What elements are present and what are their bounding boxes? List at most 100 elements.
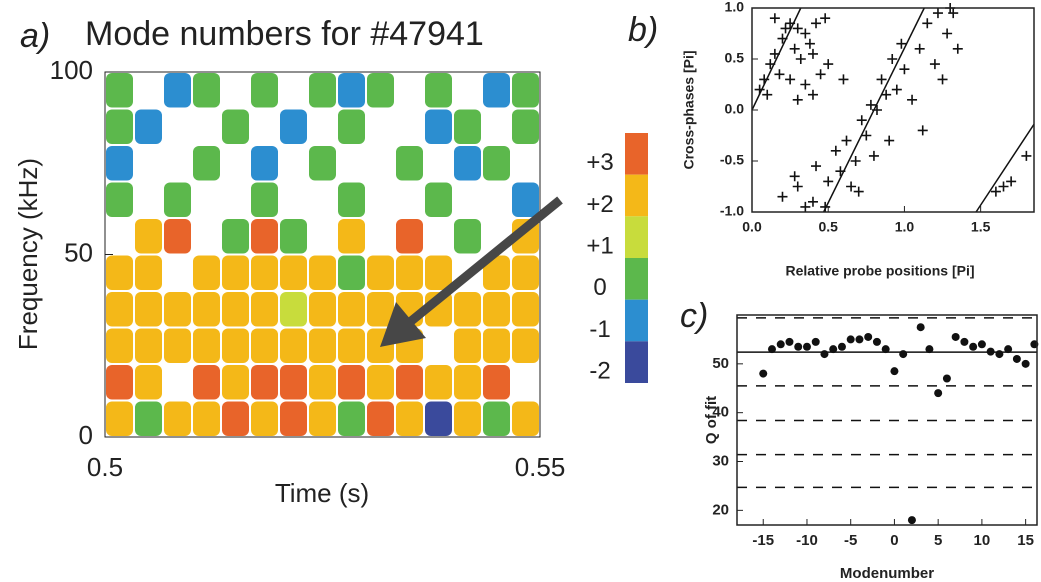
heatmap-cell	[280, 328, 307, 363]
heatmap-cell	[338, 219, 365, 254]
heatmap-cell	[106, 365, 133, 400]
y-axis-label: Q of fit	[703, 396, 720, 444]
point	[792, 94, 803, 105]
heatmap-cell	[309, 328, 336, 363]
y-tick-label: 50	[712, 355, 729, 372]
y-tick-label: 40	[712, 404, 729, 421]
plot-frame	[736, 314, 1038, 526]
x-tick-label: -10	[796, 532, 818, 549]
point	[794, 342, 803, 351]
heatmap-cell	[135, 109, 162, 144]
point	[804, 38, 815, 49]
point	[841, 135, 852, 146]
point	[896, 38, 907, 49]
x-tick-label: 0.5	[87, 452, 123, 482]
heatmap-cell	[309, 73, 336, 108]
colorbar-swatch	[625, 133, 648, 175]
point	[855, 335, 864, 344]
heatmap-cell	[222, 365, 249, 400]
heatmap-cell	[251, 255, 278, 290]
heatmap-cell	[193, 146, 220, 181]
heatmap-cell	[106, 292, 133, 327]
heatmap-cell	[106, 401, 133, 436]
point	[861, 130, 872, 141]
heatmap-cell	[338, 255, 365, 290]
heatmap-cell	[193, 73, 220, 108]
arrow	[380, 196, 563, 347]
point	[881, 89, 892, 100]
point	[765, 59, 776, 70]
heatmap-cell	[483, 146, 510, 181]
heatmap-cell	[512, 255, 539, 290]
heatmap-cell	[106, 255, 133, 290]
heatmap-cell	[106, 146, 133, 181]
arrow-shaft	[407, 196, 563, 326]
colorbar-label: -2	[589, 358, 610, 385]
point	[1006, 176, 1017, 187]
point	[884, 135, 895, 146]
heatmap-cell	[338, 365, 365, 400]
point	[789, 43, 800, 54]
y-tick-label: 30	[712, 452, 729, 469]
heatmap-cell	[251, 219, 278, 254]
heatmap-cell	[164, 73, 191, 108]
heatmap-cell	[309, 255, 336, 290]
heatmap-cell	[135, 219, 162, 254]
colorbar-swatch	[625, 341, 648, 383]
point	[807, 48, 818, 59]
colorbar-label: +3	[586, 149, 613, 176]
point	[925, 345, 934, 354]
point	[820, 13, 831, 24]
point	[807, 196, 818, 207]
heatmap-cell	[164, 292, 191, 327]
heatmap-cell	[193, 328, 220, 363]
panel: b) Cross-phases [Pi] Relative probe positi…	[628, 0, 1035, 279]
point	[865, 99, 876, 110]
fit-line	[975, 123, 1035, 213]
point	[792, 181, 803, 192]
panel-label: b)	[628, 11, 658, 49]
chart-title: Mode numbers for #47941	[85, 15, 484, 53]
x-tick-label: -5	[844, 532, 857, 549]
heatmap-cell	[512, 73, 539, 108]
point	[887, 54, 898, 64]
heatmap-cell	[280, 365, 307, 400]
point	[811, 337, 820, 346]
heatmap-cell	[425, 401, 452, 436]
point	[868, 150, 879, 161]
point	[811, 18, 822, 29]
heatmap-cell	[367, 73, 394, 108]
heatmap-cell	[251, 292, 278, 327]
point	[871, 105, 882, 115]
heatmap-cell	[193, 255, 220, 290]
heatmap-cell	[483, 365, 510, 400]
heatmap-cell	[222, 109, 249, 144]
point	[769, 48, 780, 59]
heatmap-cell	[338, 292, 365, 327]
point	[823, 176, 834, 187]
point	[914, 43, 925, 54]
colorbar-label: +2	[586, 191, 613, 218]
x-tick-label: 1.5	[971, 219, 991, 235]
point	[907, 516, 916, 525]
point	[951, 332, 960, 341]
x-tick-label: 5	[934, 532, 942, 549]
x-tick-label: -15	[752, 532, 774, 549]
heatmap-cell	[251, 182, 278, 217]
point	[995, 350, 1004, 359]
heatmap-cell	[222, 255, 249, 290]
heatmap-cell	[222, 292, 249, 327]
heatmap-cell	[367, 365, 394, 400]
x-tick-label: 15	[1017, 532, 1034, 549]
point	[835, 166, 846, 177]
heatmap-cell	[483, 328, 510, 363]
point	[807, 89, 818, 100]
point	[795, 54, 806, 64]
point	[922, 18, 933, 29]
panel: c) Q of fit Modenumber -15 -10 -5 0 5 10 15 20 30 40…	[680, 297, 1039, 582]
point	[820, 350, 829, 359]
x-tick-label: 10	[974, 532, 991, 549]
colorbar-swatch	[625, 299, 648, 342]
heatmap-cell	[454, 109, 481, 144]
point	[990, 186, 1001, 197]
